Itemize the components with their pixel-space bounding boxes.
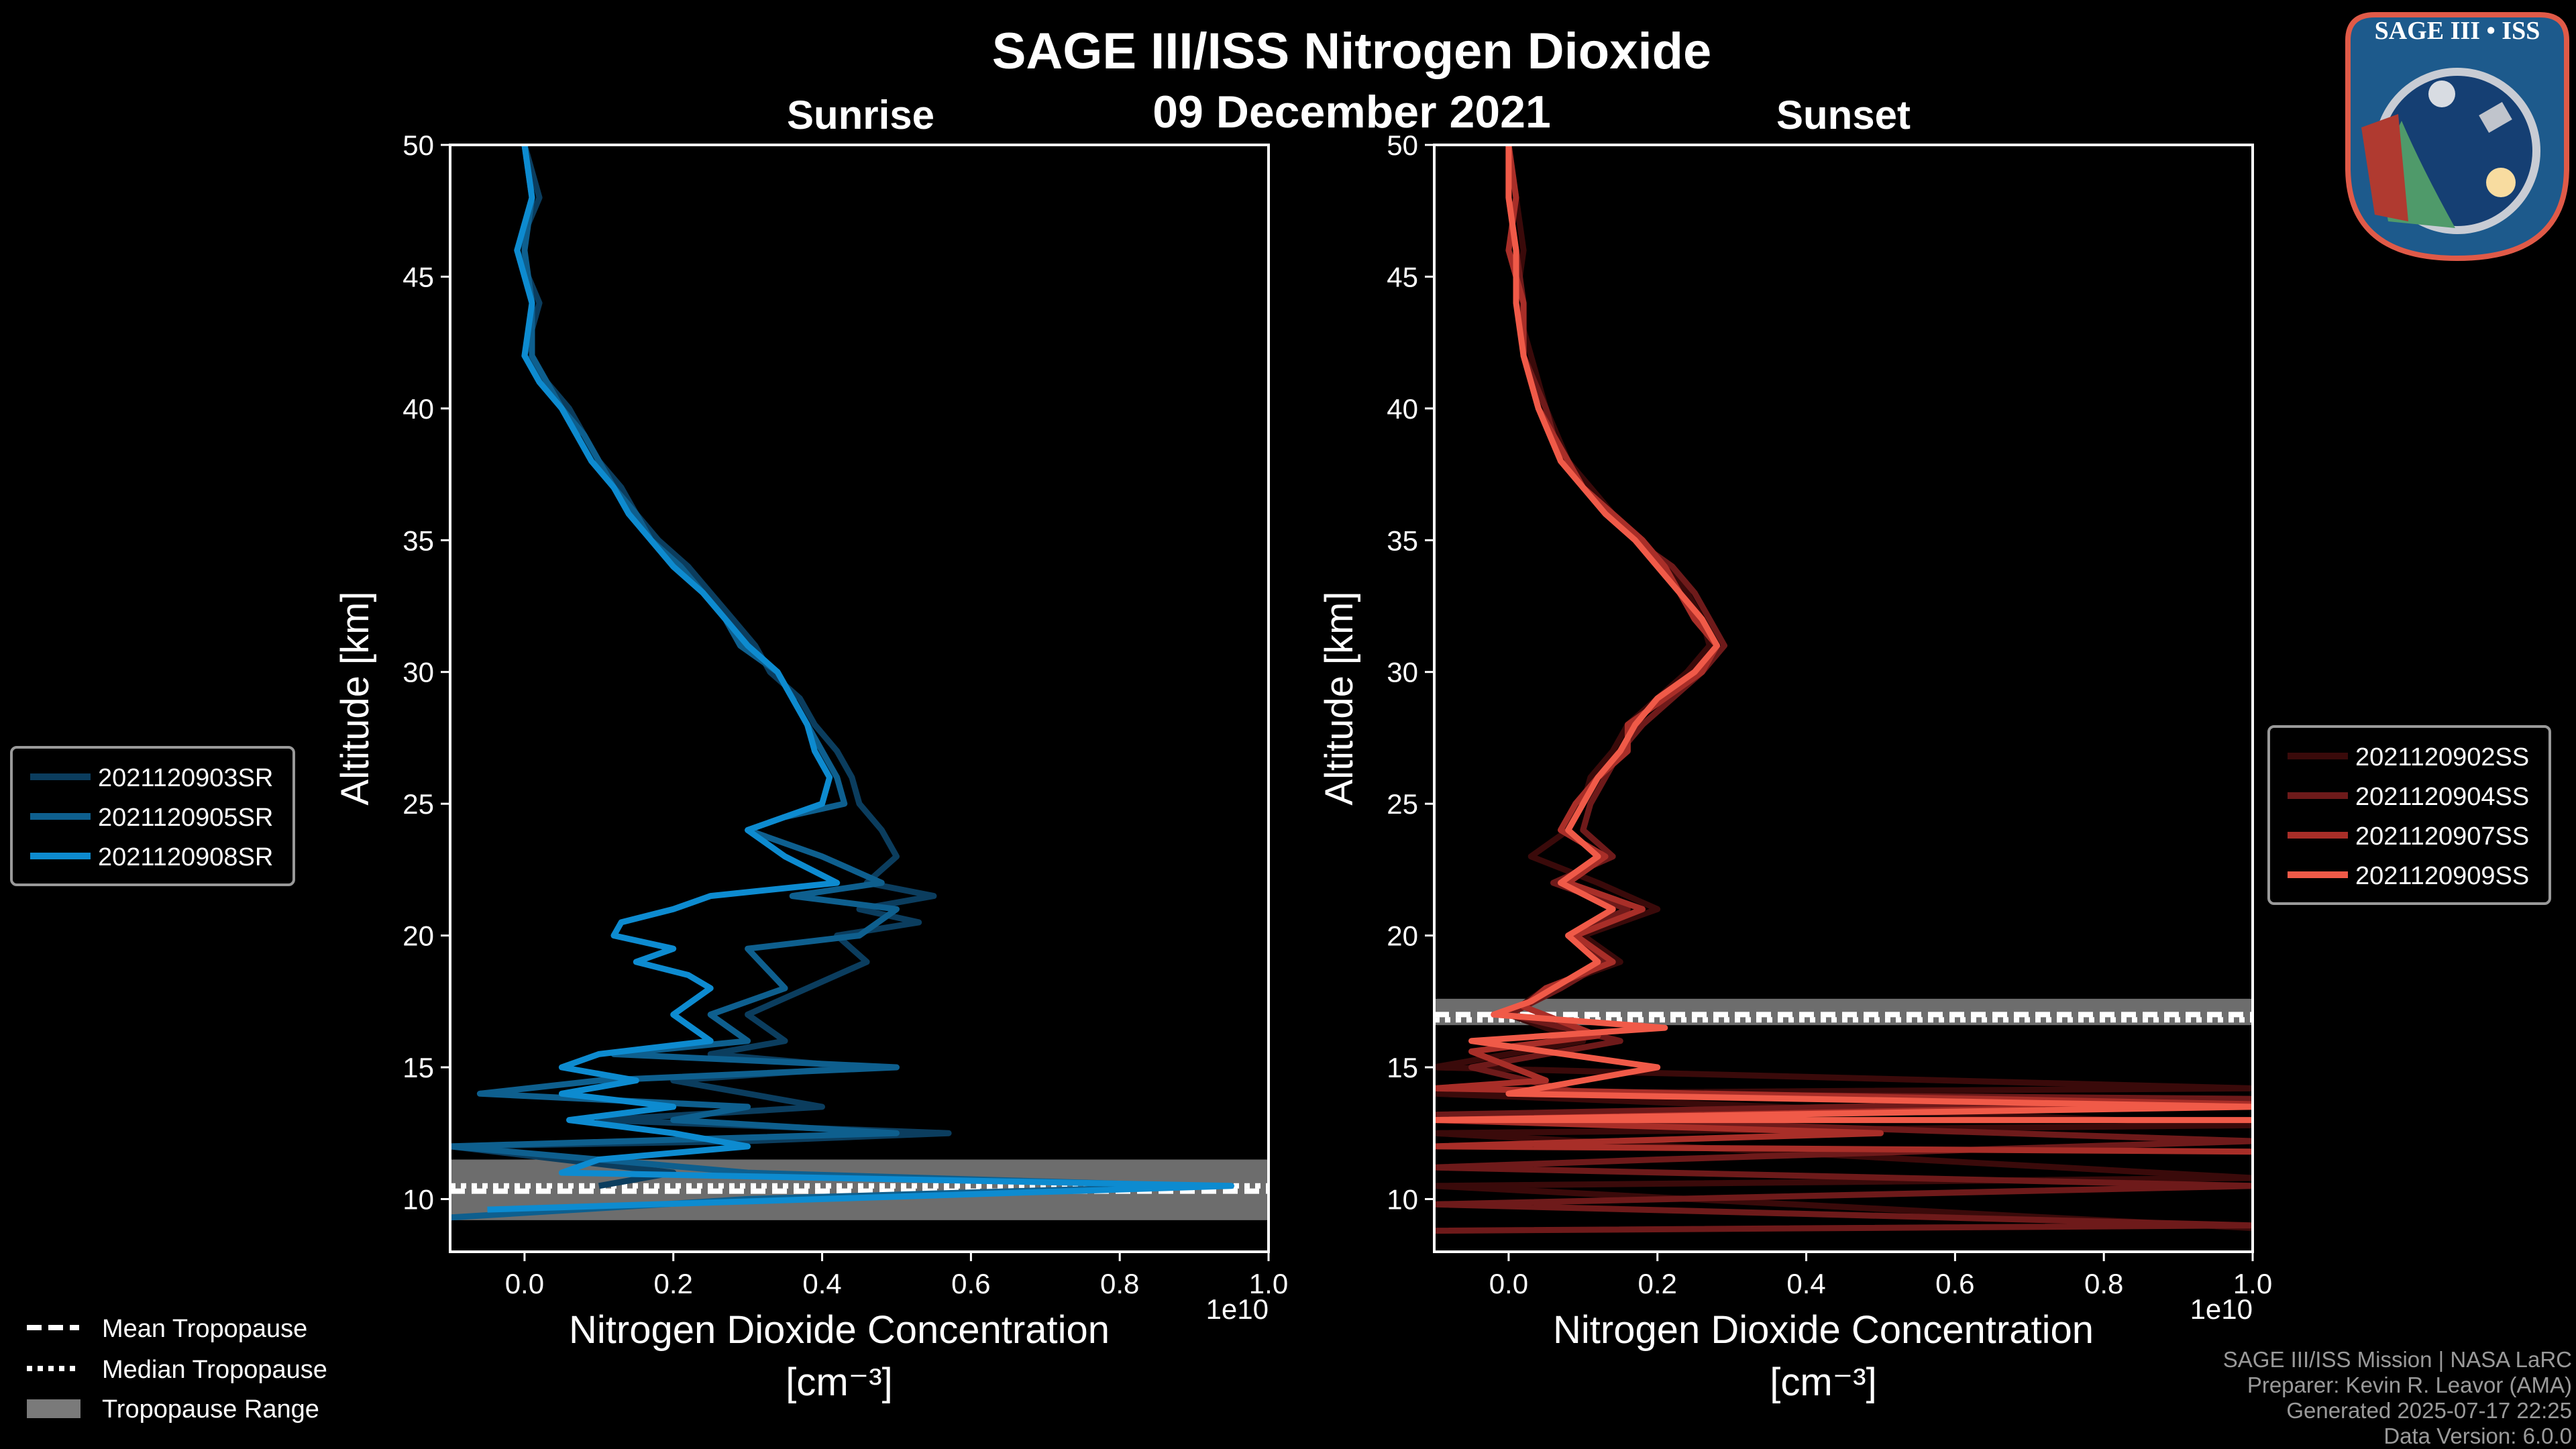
mean-tropopause-label: Mean Tropopause [102,1315,307,1343]
series-line-2021120909SS [1434,145,2253,1124]
sunset-title: Sunset [1776,93,1911,138]
y-tick-label: 25 [402,788,434,820]
x-tick-label: 0.6 [951,1268,990,1299]
x-tick-label: 0.4 [802,1268,841,1299]
series-legend-left: 2021120903SR 2021120905SR 2021120908SR [10,746,295,886]
x-axis-label: Nitrogen Dioxide Concentration [569,1308,1110,1352]
y-tick-label: 45 [402,261,434,292]
x-scale-label: 1e10 [1206,1293,1269,1325]
x-tick-label: 0.8 [1100,1268,1139,1299]
y-tick-label: 15 [402,1052,434,1083]
series-line-2021120908SR [487,145,1234,1213]
x-tick-label: 0.2 [1638,1268,1677,1299]
x-axis-unit: [cm⁻³] [786,1360,892,1404]
y-tick-label: 40 [1387,393,1418,425]
y-tick-label: 50 [1387,129,1418,161]
legend-label: 2021120907SS [2355,822,2529,851]
x-tick-label: 0.0 [1489,1268,1528,1299]
axes-frame [1433,144,2254,1253]
credits: SAGE III/ISS Mission | NASA LaRC Prepare… [2223,1347,2572,1448]
plot-area [1434,145,2253,1252]
x-scale-label: 1e10 [2190,1293,2253,1325]
credit-generated: Generated 2025-07-17 22:25 [2286,1398,2572,1423]
panel-sunset: 0.0 0.2 0.4 0.6 0.8 1.0 10 15 20 25 30 35 40 45 50 1e10… [1318,129,2551,1404]
figure-title: SAGE III/ISS Nitrogen Dioxide [992,23,1712,80]
y-tick-label: 15 [1387,1052,1418,1083]
x-tick-label: 0.8 [2084,1268,2123,1299]
credit-preparer: Preparer: Kevin R. Leavor (AMA) [2247,1373,2572,1397]
y-tick-label: 35 [1387,525,1418,556]
y-tick-label: 25 [1387,788,1418,820]
y-tick-label: 20 [1387,920,1418,952]
x-axis-unit: [cm⁻³] [1770,1360,1876,1404]
y-tick-label: 30 [1387,657,1418,688]
legend-frame [10,746,295,886]
sunrise-title: Sunrise [787,93,934,138]
x-tick-label: 1.0 [1249,1268,1288,1299]
x-axis-label: Nitrogen Dioxide Concentration [1553,1308,2094,1352]
y-tick-label: 40 [402,393,434,425]
x-tick-label: 0.4 [1786,1268,1825,1299]
x-tick-label: 0.2 [654,1268,693,1299]
tropopause-legend: Mean Tropopause Median Tropopause Tropop… [27,1315,327,1424]
y-tick-label: 35 [402,525,434,556]
legend-label: 2021120909SS [2355,862,2529,890]
y-tick-label: 10 [402,1183,434,1215]
tropopause-range-swatch [27,1399,80,1418]
plot-content [1434,145,2253,1234]
plot-content [450,145,1269,1221]
sage-iii-iss-logo: SAGE III • ISS [2345,12,2569,262]
date-title: 09 December 2021 [1152,87,1551,138]
y-axis-label: Altitude [km] [333,591,377,805]
credit-version: Data Version: 6.0.0 [2383,1424,2572,1448]
legend-frame [2267,725,2551,905]
y-tick-label: 10 [1387,1183,1418,1215]
y-tick-label: 50 [402,129,434,161]
median-tropopause-label: Median Tropopause [102,1356,327,1384]
legend-label: 2021120905SR [98,804,273,832]
y-axis-label: Altitude [km] [1318,591,1361,805]
legend-label: 2021120908SR [98,843,273,871]
x-tick-label: 0.0 [505,1268,544,1299]
series-legend-right: 2021120902SS 2021120904SS 2021120907SS 2021… [2267,725,2551,905]
tropopause-range-label: Tropopause Range [102,1395,319,1424]
y-tick-label: 20 [402,920,434,952]
panel-sunrise: 0.0 0.2 0.4 0.6 0.8 1.0 10 15 20 25 30 35 40 45 50 1e10… [10,129,1288,1404]
credit-mission: SAGE III/ISS Mission | NASA LaRC [2223,1347,2572,1372]
x-tick-label: 0.6 [1935,1268,1974,1299]
y-tick-label: 45 [1387,261,1418,292]
y-tick-label: 30 [402,657,434,688]
legend-label: 2021120903SR [98,764,273,792]
x-tick-label: 1.0 [2233,1268,2272,1299]
axes-frame [449,144,1270,1253]
legend-label: 2021120902SS [2355,743,2529,771]
legend-label: 2021120904SS [2355,783,2529,811]
logo-text: SAGE III • ISS [2375,17,2540,45]
